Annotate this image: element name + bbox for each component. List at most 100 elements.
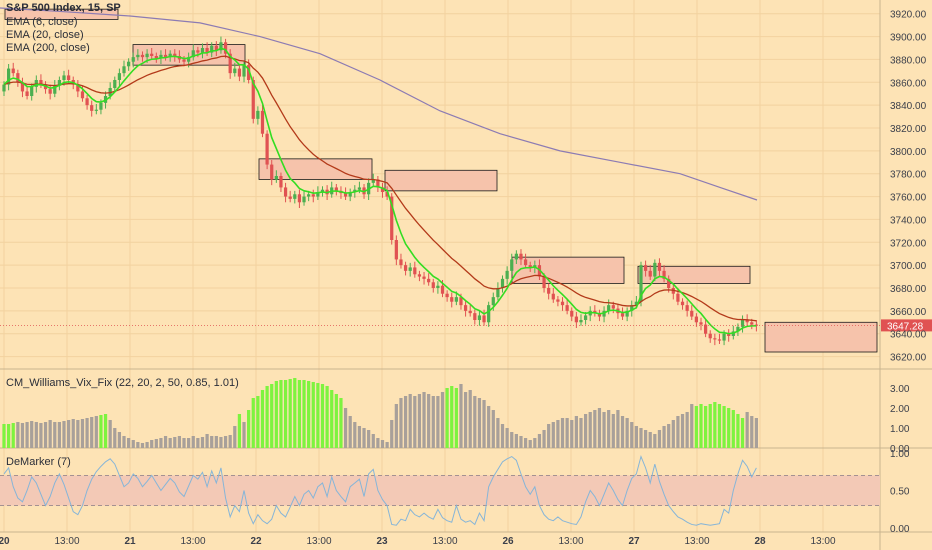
vix-fix-bar [745,412,749,448]
vix-fix-bar [440,392,445,448]
ema200-legend: EMA (200, close) [6,42,90,54]
vix-axis-tick: 0.00 [890,444,910,455]
candle-body [53,85,57,94]
candle-body [265,133,269,165]
vix-fix-bar [662,426,666,448]
vix-fix-bar [754,418,758,448]
price-axis-tick: 3760.00 [890,193,927,204]
ema20-legend: EMA (20, close) [6,29,84,41]
vix-fix-bar [611,414,615,448]
vix-fix-bar [727,408,731,448]
vix-fix-bar [265,386,269,448]
vix-fix-bar [487,406,491,448]
vix-fix-bar [113,428,117,448]
candle-body [237,68,242,77]
vix-fix-bar [247,410,251,448]
candle-body [422,276,426,279]
vix-fix-bar [288,379,292,448]
vix-fix-bar [463,392,468,448]
vix-fix-bar [371,434,375,448]
vix-fix-bar [293,378,297,448]
candle-body [150,53,154,56]
vix-fix-bar [648,432,652,448]
vix-fix-bar [713,402,717,448]
price-axis-tick: 3800.00 [890,147,927,158]
vix-fix-bar [740,418,745,448]
candle-body [16,73,20,83]
vix-fix-bar [671,420,675,448]
vix-fix-bar [297,380,302,448]
candle-body [514,253,518,260]
time-axis-tick: 13:00 [684,536,709,547]
candle-body [680,301,685,306]
candle-body [413,267,417,275]
vix-fix-bar [547,424,551,448]
candle-body [750,322,754,325]
candle-body [417,274,422,277]
candle-body [620,313,625,317]
vix-fix-bar [307,381,311,448]
vix-fix-bar [542,430,546,448]
price-axis-tick: 3680.00 [890,284,927,295]
ema6-legend: EMA (6, close) [6,16,78,28]
demarker-band [0,475,880,506]
candle-body [219,42,223,51]
candle-body [551,293,555,300]
candle-body [634,301,638,306]
candle-body [662,270,666,279]
time-axis-tick: 13:00 [54,536,79,547]
candle-body [140,54,145,58]
candle-body [740,320,745,327]
vix-fix-bar [94,416,98,448]
vix-fix-bar [150,440,154,448]
candle-body [113,80,117,88]
ema200-line [0,7,758,201]
vix-fix-bar [533,438,537,448]
vix-fix-bar [399,398,403,448]
vix-fix-bar [703,406,708,448]
candle-body [210,45,214,53]
candle-body [99,102,103,110]
candle-body [403,265,408,271]
vix-fix-bar [630,422,634,448]
price-axis-tick: 3720.00 [890,238,927,249]
candle-body [579,320,583,323]
vix-fix-bar [334,394,338,448]
candle-body [274,176,278,180]
vix-fix-bar [2,424,6,448]
vix-fix-bar [551,422,555,448]
vix-fix-bar [274,381,278,448]
price-axis-tick: 3900.00 [890,33,927,44]
candle-body [191,50,195,58]
candle-body [48,89,52,94]
demarker-axis-tick: 0.00 [890,524,910,535]
candle-body [131,57,135,62]
vix-fix-bar [348,416,352,448]
vix-fix-bar [11,423,15,448]
candle-body [583,315,588,320]
candle-body [690,310,694,317]
vix-fix-bar [339,398,343,448]
vix-fix-bar [367,430,371,448]
vix-fix-bar [71,419,75,448]
vix-fix-bar [500,424,505,448]
vix-fix-bar [403,396,408,448]
candle-body [708,333,712,339]
vix-fix-bar [48,420,52,448]
vix-fix-bar [616,410,620,448]
vix-fix-bar [634,426,638,448]
vix-fix-bar [588,412,592,448]
candle-body [667,278,671,288]
candle-body [727,333,731,336]
zone-box [764,321,878,353]
candle-body [436,285,440,288]
candle-body [122,66,126,74]
candle-body [427,278,431,283]
time-axis-tick: 13:00 [810,536,835,547]
candle-body [334,187,338,191]
candle-body [311,194,315,197]
vix-fix-bar [163,436,168,448]
candle-body [570,310,574,317]
